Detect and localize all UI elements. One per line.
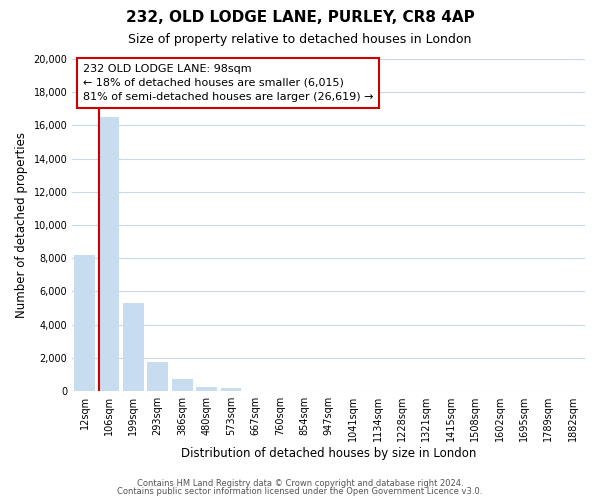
Bar: [98, 117, 119, 391]
Bar: [74, 255, 95, 391]
Text: 232, OLD LODGE LANE, PURLEY, CR8 4AP: 232, OLD LODGE LANE, PURLEY, CR8 4AP: [125, 10, 475, 25]
Bar: [123, 303, 144, 391]
X-axis label: Distribution of detached houses by size in London: Distribution of detached houses by size …: [181, 447, 476, 460]
Bar: [196, 386, 217, 391]
Text: Size of property relative to detached houses in London: Size of property relative to detached ho…: [128, 32, 472, 46]
Bar: [221, 388, 241, 391]
Text: Contains HM Land Registry data © Crown copyright and database right 2024.: Contains HM Land Registry data © Crown c…: [137, 478, 463, 488]
Y-axis label: Number of detached properties: Number of detached properties: [15, 132, 28, 318]
Bar: [172, 378, 193, 391]
Text: 232 OLD LODGE LANE: 98sqm
← 18% of detached houses are smaller (6,015)
81% of se: 232 OLD LODGE LANE: 98sqm ← 18% of detac…: [83, 64, 373, 102]
Bar: [148, 362, 168, 391]
Text: Contains public sector information licensed under the Open Government Licence v3: Contains public sector information licen…: [118, 487, 482, 496]
